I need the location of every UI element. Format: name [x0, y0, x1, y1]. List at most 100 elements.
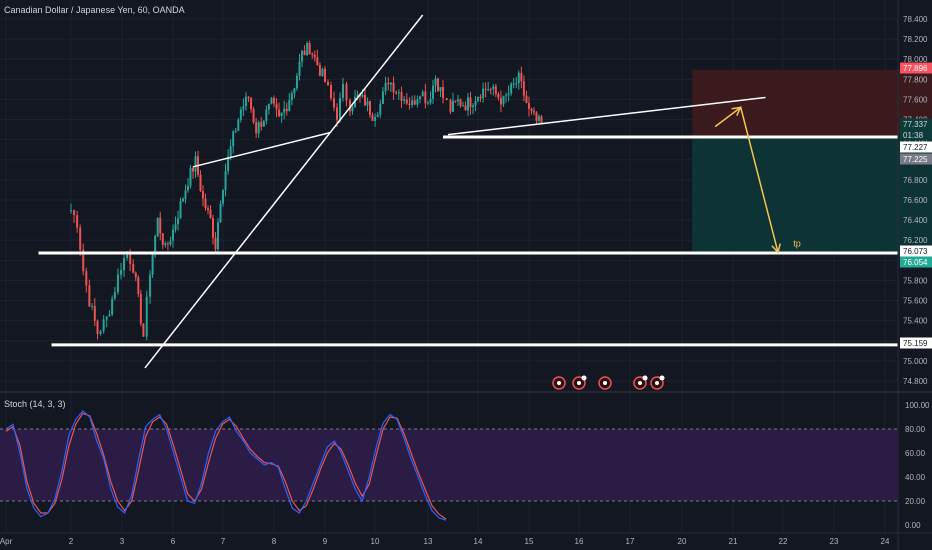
- candle-body: [403, 99, 406, 101]
- candle-body: [194, 156, 197, 172]
- candle-body: [298, 61, 301, 76]
- candle-body: [202, 190, 204, 199]
- candle-body: [479, 96, 482, 99]
- candle-body: [502, 95, 505, 105]
- time-tick-label: 24: [881, 537, 890, 546]
- candle-body: [224, 171, 227, 191]
- arrow-line[interactable]: [739, 106, 779, 253]
- candle-body: [204, 198, 207, 209]
- price-tick-label: 75.600: [903, 297, 928, 306]
- candle-body: [260, 122, 263, 127]
- stoch-tick-label: 60.00: [905, 449, 926, 458]
- candle-body: [212, 217, 214, 238]
- economic-event-icon[interactable]: [572, 375, 587, 390]
- candle-body: [379, 103, 382, 115]
- economic-event-icon[interactable]: [598, 376, 612, 390]
- time-tick-label: 6: [171, 537, 176, 546]
- candle-body: [445, 98, 448, 101]
- time-tick-label: Apr: [0, 537, 13, 546]
- candle-body: [267, 103, 270, 110]
- take-profit-zone[interactable]: [692, 137, 932, 255]
- stoch-title[interactable]: Stoch (14, 3, 3): [4, 399, 66, 409]
- price-labels: 77.896 77.337 01:38 77.227 77.225 76.073 76.05…: [900, 62, 932, 349]
- candle-body: [364, 94, 366, 106]
- candle-body: [427, 102, 429, 104]
- candle-body: [487, 89, 490, 91]
- candle-body: [169, 240, 172, 245]
- candle-body: [270, 97, 273, 104]
- candle-body: [452, 100, 454, 112]
- candle-body: [351, 106, 354, 112]
- candle-body: [232, 131, 235, 147]
- candle-body: [540, 116, 543, 124]
- candle-body: [492, 86, 495, 90]
- candle-body: [530, 108, 533, 111]
- trendline[interactable]: [447, 96, 766, 136]
- candle-body: [361, 94, 364, 97]
- price-tick-label: 78.000: [903, 55, 928, 64]
- economic-event-icon[interactable]: [633, 375, 648, 390]
- candle-body: [142, 323, 145, 337]
- candle-body: [139, 293, 142, 324]
- candle-body: [437, 78, 439, 91]
- time-tick-label: 3: [120, 537, 125, 546]
- time-axis[interactable]: Apr 2 3 6 7 8 9 10 13 14 15 16 17 20 21 22 23 24: [0, 537, 890, 546]
- candle-body: [311, 54, 314, 56]
- candle-body: [429, 98, 432, 103]
- price-tick-label: 76.600: [903, 196, 928, 205]
- candle-body: [283, 108, 286, 113]
- price-tick-label: 75.000: [903, 357, 928, 366]
- candle-body: [129, 252, 132, 264]
- candle-body: [99, 331, 102, 334]
- stoch-tick-label: 20.00: [905, 497, 926, 506]
- candle-body: [472, 105, 474, 107]
- candlestick-series: [70, 40, 543, 341]
- candle-body: [533, 110, 535, 113]
- trendline[interactable]: [192, 131, 331, 168]
- economic-event-icon[interactable]: [650, 375, 665, 390]
- price-tick-label: 75.400: [903, 317, 928, 326]
- candle-body: [239, 109, 242, 120]
- candle-body: [151, 254, 154, 275]
- candle-body: [538, 116, 540, 121]
- candle-body: [421, 91, 424, 97]
- stochastic-pane[interactable]: 100.00 80.00 60.00 40.00 20.00 0.00: [0, 401, 930, 530]
- candle-body: [459, 99, 462, 106]
- arrow-line[interactable]: [714, 106, 741, 128]
- price-tag-text: 76.073: [903, 247, 928, 256]
- stop-loss-zone[interactable]: [692, 69, 932, 138]
- candle-body: [517, 72, 520, 84]
- candle-body: [432, 85, 434, 99]
- candle-body: [244, 96, 247, 107]
- candle-body: [499, 97, 502, 105]
- economic-event-icon[interactable]: [552, 376, 566, 390]
- position-tool[interactable]: [692, 69, 932, 255]
- price-tag-level: [900, 245, 932, 257]
- candle-body: [374, 117, 377, 122]
- candle-body: [137, 277, 140, 294]
- candle-body: [510, 83, 513, 94]
- arrow-head: [771, 243, 781, 254]
- candle-body: [113, 292, 116, 299]
- drawings-layer[interactable]: tp: [38, 14, 899, 369]
- candle-body: [515, 83, 518, 85]
- price-tag-text: 76.054: [903, 258, 928, 267]
- trendline[interactable]: [144, 14, 424, 369]
- candle-body: [535, 112, 538, 121]
- candle-body: [273, 97, 275, 104]
- candle-body: [177, 218, 179, 225]
- candle-body: [161, 233, 164, 245]
- candle-body: [376, 114, 379, 118]
- candle-body: [126, 252, 129, 258]
- candle-body: [389, 82, 392, 85]
- candle-body: [184, 190, 187, 199]
- event-markers[interactable]: [552, 375, 665, 390]
- candle-body: [217, 222, 219, 250]
- candle-body: [102, 319, 105, 332]
- candle-body: [316, 57, 319, 66]
- price-tick-label: 78.400: [903, 15, 928, 24]
- time-tick-label: 23: [830, 537, 839, 546]
- candle-body: [154, 236, 157, 255]
- candle-body: [381, 91, 384, 104]
